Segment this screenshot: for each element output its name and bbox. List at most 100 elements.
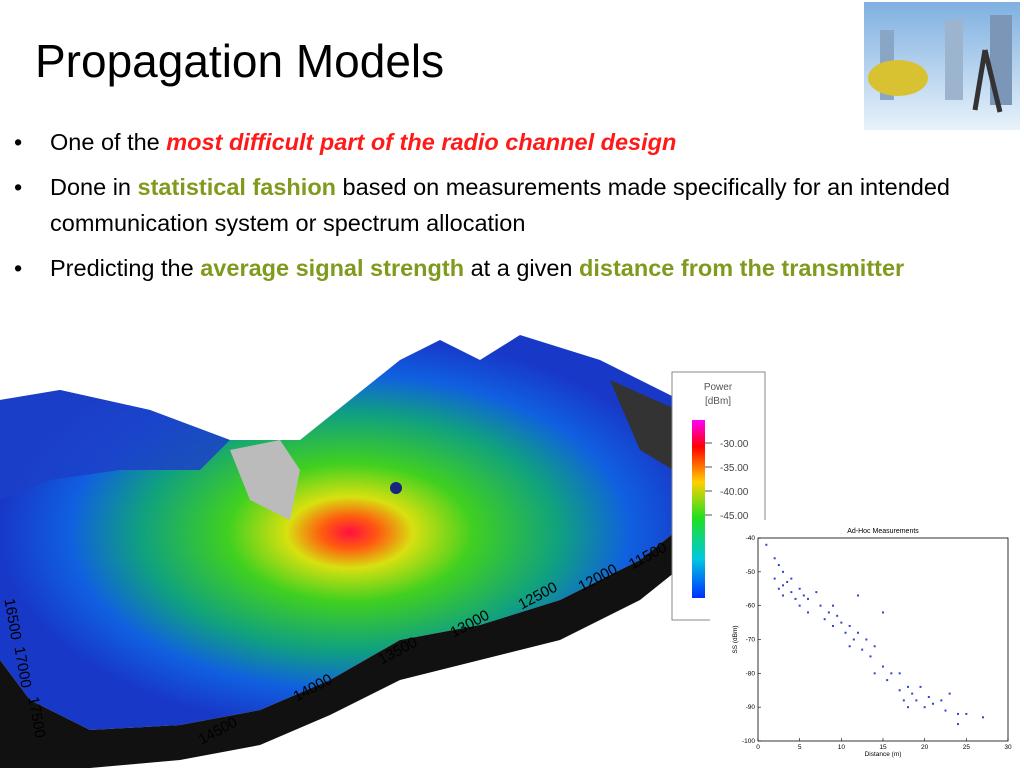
point [832,604,834,607]
point [940,699,943,702]
point [819,604,822,607]
x-tick-label: 30 [1004,744,1012,751]
point [857,594,859,597]
x-tick-label: 0 [756,744,760,751]
photo-building [945,20,963,100]
colorbar-title: Power [704,382,733,393]
x-axis-label: Distance (m) [865,751,902,758]
y-tick-label: -50 [746,569,756,576]
point [777,587,780,590]
point [873,645,876,648]
x-tick-label: 25 [963,744,971,751]
point [790,577,793,580]
bullet-text: Predicting the [50,255,201,281]
y-axis-label: SS (dBm) [732,625,739,653]
point [873,672,876,675]
chart-title: Ad-Hoc Measurements [847,528,919,535]
terrain-wall [0,520,690,768]
y-tick-label: -40 [746,535,756,542]
point [861,648,864,651]
point [852,638,855,641]
emphasis: average signal strength [200,255,465,281]
terrain-axis-label: 17000 [10,645,34,689]
point [786,580,789,583]
point [982,716,984,719]
point [911,692,914,695]
transmitter [390,482,402,494]
point [782,570,784,573]
terrain-rock [230,440,300,520]
slide-title: Propagation Models [35,35,445,87]
point [948,692,951,695]
colorbar [692,420,705,598]
colorbar-unit: [dBm] [705,396,731,407]
bullet: Predicting the average signal strength a… [12,250,1002,286]
point [944,709,947,712]
point [840,621,843,624]
point [832,624,834,627]
point [782,594,784,597]
point [836,614,839,617]
point [815,591,818,594]
point [890,672,893,675]
point [790,591,793,594]
point [782,584,784,587]
point [798,587,801,590]
point [807,611,809,614]
colorbar-tick-label: -45.00 [720,511,749,522]
point [802,594,805,597]
bullet-text: at a given [464,255,580,281]
bullet: Done in statistical fashion based on mea… [12,169,1002,241]
x-tick-label: 10 [838,744,846,751]
colorbar-tick-label: -40.00 [720,487,749,498]
photo-person [972,49,1003,113]
point [773,577,776,580]
colorbar-tick-label: -30.00 [720,439,749,450]
y-tick-label: -60 [746,603,756,610]
point [777,564,780,567]
point [844,631,847,634]
x-tick-label: 15 [879,744,887,751]
terrain-axis-label: 17500 [24,695,48,739]
y-tick-label: -90 [746,704,756,711]
y-tick-label: -80 [746,670,756,677]
point [765,543,768,546]
emphasis: statistical fashion [137,174,337,200]
point [907,685,909,688]
point [848,645,851,648]
x-tick-label: 5 [798,744,802,751]
point [869,655,872,658]
point [907,706,909,709]
point [932,702,934,705]
terrain-axis-label: 16500 [0,597,24,641]
emphasis: most difficult part of the radio channel… [166,129,677,155]
point [927,696,930,699]
point [865,638,868,641]
emphasis: distance from the transmitter [579,255,905,281]
point [773,557,776,560]
point [919,685,922,688]
bullet-text: Done in [50,174,138,200]
point [965,712,968,715]
point [857,631,859,634]
point [915,699,918,702]
bullet: One of the most difficult part of the ra… [12,124,860,160]
point [902,699,905,702]
point [898,672,901,675]
point [827,611,830,614]
point [807,597,809,600]
point [898,689,901,692]
point [886,679,889,682]
colorbar-tick-label: -35.00 [720,463,749,474]
y-tick-label: -100 [742,738,755,745]
point [848,624,851,627]
bullet-text: based on measurements made specifically … [50,174,950,236]
bullet-text: One of the [50,129,167,155]
y-tick-label: -70 [746,637,756,644]
point [923,706,926,709]
point [957,723,959,726]
terrain-mountain [0,390,230,500]
photo-building [990,15,1012,105]
